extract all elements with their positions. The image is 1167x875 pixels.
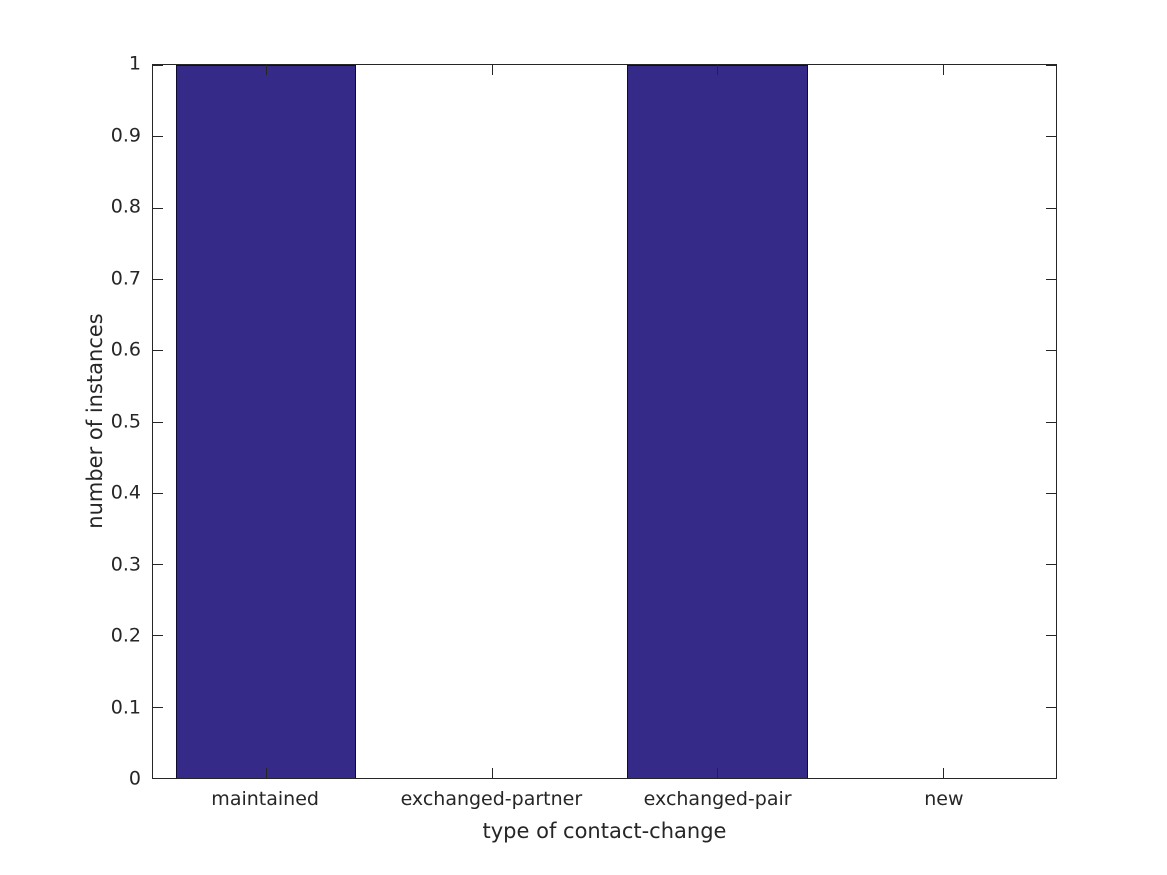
y-tick (153, 635, 163, 637)
y-tick-label: 0.2 (110, 624, 141, 647)
y-tick-mirror (1046, 492, 1056, 494)
y-tick-label: 0.8 (110, 195, 141, 218)
y-tick-label: 0.9 (110, 124, 141, 147)
x-tick-mirror (943, 65, 945, 75)
y-tick-label: 0 (128, 767, 141, 790)
bar-maintained (175, 65, 357, 778)
y-tick-label: 0.7 (110, 267, 141, 290)
y-tick-mirror (1046, 635, 1056, 637)
y-tick (153, 207, 163, 209)
y-tick (153, 65, 163, 66)
x-tick-mirror (717, 65, 719, 75)
y-tick-mirror (1046, 706, 1056, 708)
y-tick (153, 136, 163, 138)
y-tick-label: 0.1 (110, 696, 141, 719)
x-axis-label: type of contact-change (482, 819, 727, 843)
x-axis-tick-labels: maintained exchanged-partner exchanged-pai… (152, 789, 1057, 815)
y-tick-mirror (1046, 350, 1056, 352)
y-axis-tick-labels: 0 0.1 0.2 0.3 0.4 0.5 0.6 0.7 0.8 0.9 1 (0, 53, 141, 789)
x-tick-label: new (924, 788, 964, 810)
plot-area (152, 64, 1057, 779)
y-tick-mirror (1046, 421, 1056, 423)
x-tick-label: exchanged-partner (400, 788, 583, 810)
y-tick-label: 0.6 (110, 338, 141, 361)
x-tick-label: exchanged-pair (643, 788, 792, 810)
y-tick (153, 778, 163, 779)
x-tick-mirror (491, 65, 493, 75)
y-tick-label: 0.5 (110, 410, 141, 433)
y-tick-mirror (1046, 207, 1056, 209)
y-tick-label: 0.3 (110, 553, 141, 576)
y-tick (153, 564, 163, 566)
y-tick-mirror (1046, 136, 1056, 138)
y-tick (153, 421, 163, 423)
y-tick (153, 706, 163, 708)
y-axis-label: number of instances (83, 313, 107, 529)
x-tick-mirror (265, 65, 267, 75)
y-tick-label: 1 (128, 52, 141, 75)
y-tick-mirror (1046, 778, 1056, 779)
x-tick (943, 768, 945, 778)
y-tick-label: 0.4 (110, 481, 141, 504)
y-tick-mirror (1046, 564, 1056, 566)
bar-exchanged-pair (627, 65, 808, 778)
y-tick (153, 350, 163, 352)
x-tick (265, 768, 267, 778)
y-tick (153, 278, 163, 280)
y-tick-mirror (1046, 65, 1056, 66)
x-tick-label: maintained (211, 788, 319, 810)
y-tick (153, 492, 163, 494)
y-tick-mirror (1046, 278, 1056, 280)
x-tick (491, 768, 493, 778)
x-tick (717, 768, 719, 778)
